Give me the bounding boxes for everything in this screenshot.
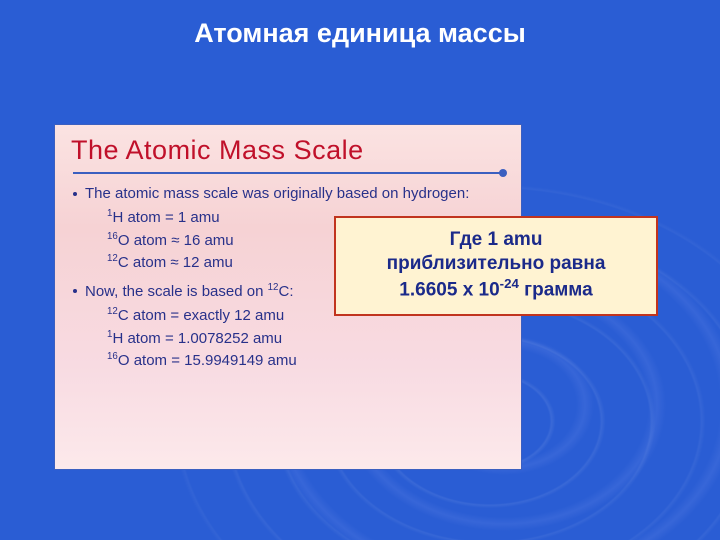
title-rule <box>71 168 505 178</box>
list-item: 1H atom = 1.0078252 amu <box>107 328 505 349</box>
bullet-item: The atomic mass scale was originally bas… <box>71 184 505 204</box>
slide-title: Атомная единица массы <box>0 18 720 49</box>
rule-dot <box>499 169 507 177</box>
callout-box: Где 1 amu приблизительно равна 1.6605 х … <box>334 216 658 316</box>
item-text: The atomic mass scale was originally bas… <box>85 184 505 204</box>
rule-line <box>73 172 503 174</box>
callout-line: приблизительно равна <box>344 252 648 276</box>
card-title: The Atomic Mass Scale <box>71 135 505 166</box>
callout-line: Где 1 amu <box>344 228 648 252</box>
callout-value: 1.6605 х 10-24 грамма <box>344 276 648 302</box>
list-item: 16O atom = 15.9949149 amu <box>107 350 505 371</box>
bullet-icon <box>73 192 77 196</box>
bullet-icon <box>73 289 77 293</box>
